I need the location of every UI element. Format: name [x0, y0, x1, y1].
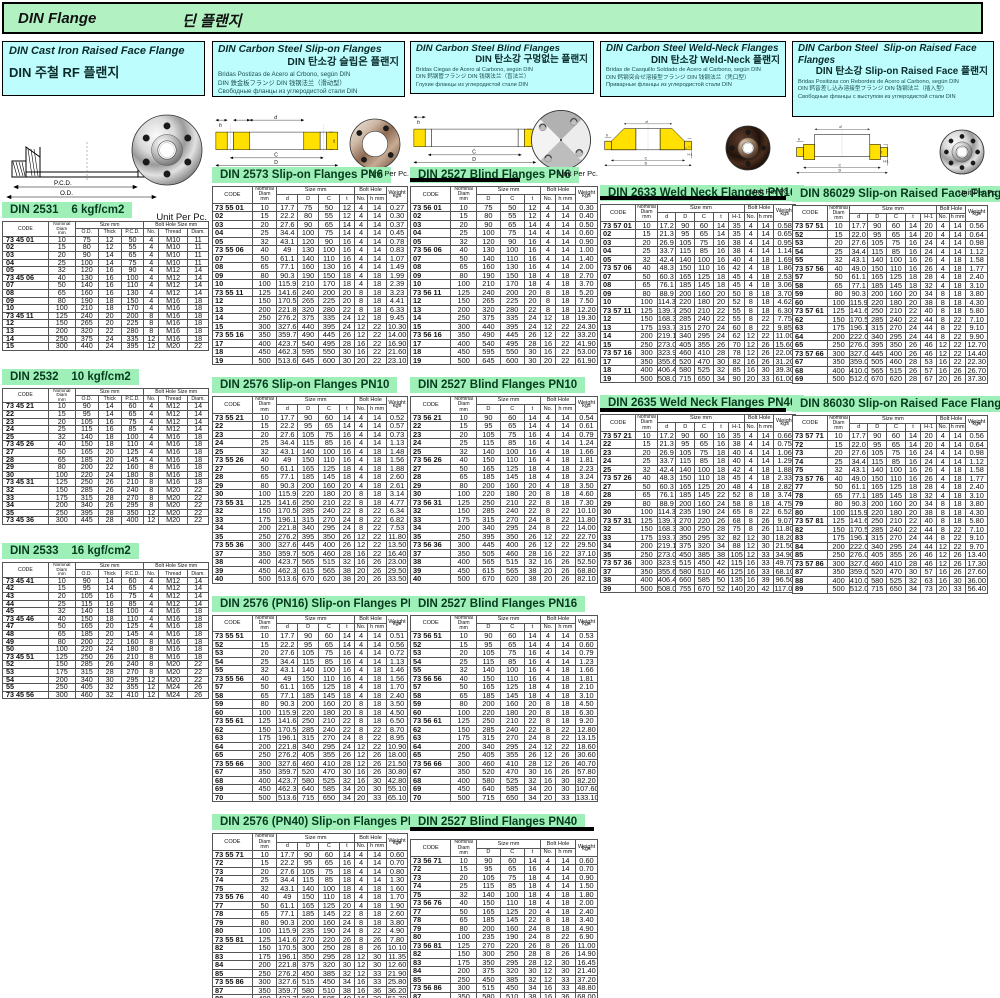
svg-text:H-1: H-1 — [688, 153, 693, 157]
svg-text:d: d — [646, 120, 648, 124]
svg-text:d: d — [839, 125, 842, 129]
svg-text:d: d — [274, 115, 277, 121]
svg-text:O.D.: O.D. — [60, 190, 73, 197]
svg-text:h: h — [606, 133, 608, 137]
svg-text:D: D — [645, 161, 648, 165]
svg-text:H-1: H-1 — [883, 160, 888, 164]
svg-text:h: h — [798, 137, 800, 141]
svg-text:P.C.D.: P.C.D. — [54, 180, 72, 187]
svg-text:t: t — [686, 146, 687, 150]
svg-text:h: h — [219, 123, 222, 129]
svg-text:D: D — [838, 169, 841, 173]
svg-text:C: C — [645, 156, 648, 160]
svg-text:t: t — [881, 151, 882, 155]
svg-text:C: C — [274, 153, 278, 159]
svg-text:C: C — [838, 164, 841, 168]
svg-text:h: h — [417, 120, 420, 126]
svg-text:C: C — [472, 150, 476, 156]
svg-text:D: D — [472, 157, 476, 163]
